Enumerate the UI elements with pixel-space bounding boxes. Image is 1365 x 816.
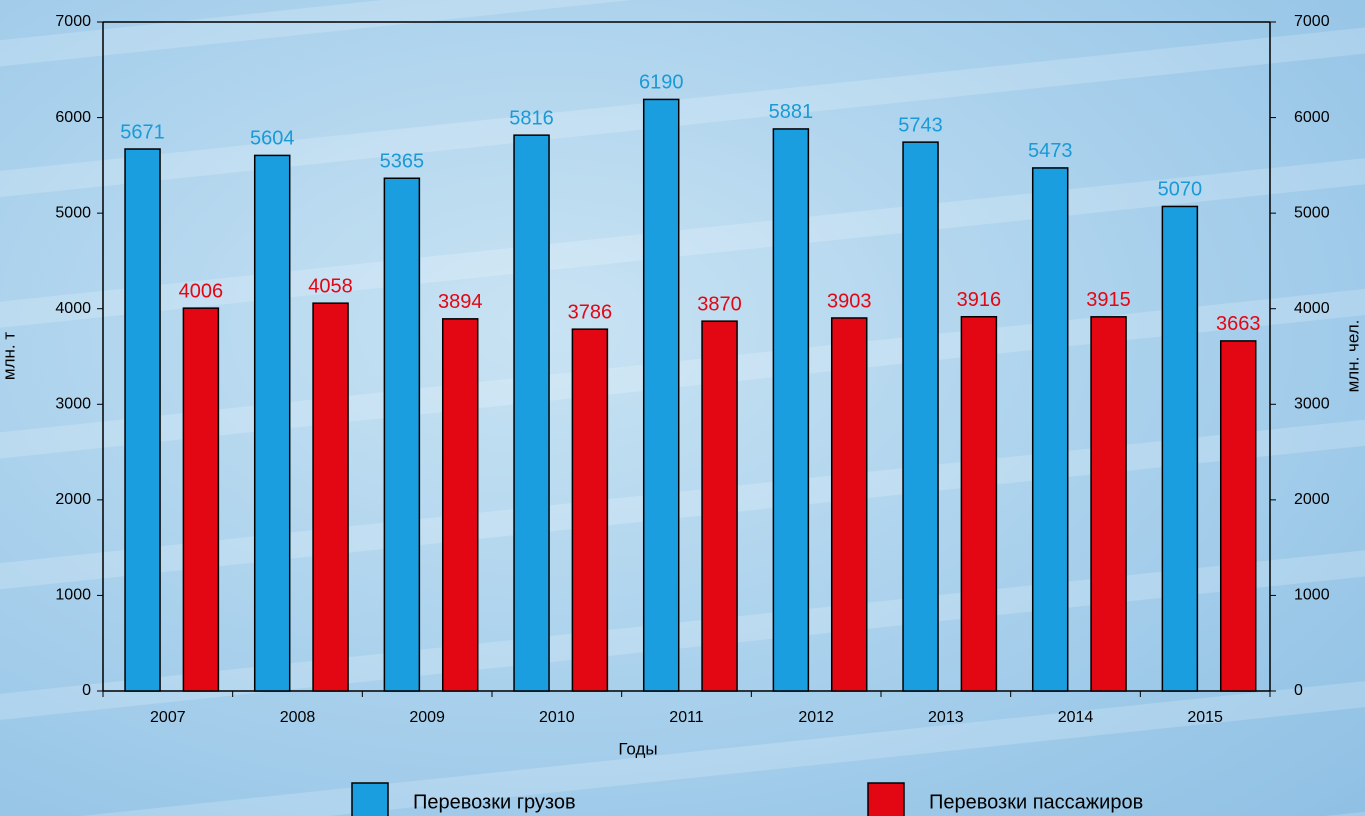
x-tick-label: 2012	[798, 709, 834, 726]
y-axis-title: млн. т	[0, 332, 18, 380]
x-tick-label: 2008	[280, 709, 316, 726]
x-tick-label: 2011	[669, 709, 704, 726]
y2-tick-label: 2000	[1294, 491, 1330, 508]
legend-label: Перевозки пассажиров	[929, 791, 1143, 813]
bar	[312, 302, 349, 692]
y-tick-label: 4000	[55, 300, 91, 317]
bar	[383, 177, 421, 692]
bar	[1090, 316, 1127, 692]
bar	[571, 328, 609, 692]
bar	[253, 154, 291, 692]
value-label: 3786	[568, 301, 613, 323]
value-label: 5671	[120, 121, 165, 143]
bar	[902, 141, 939, 692]
y-tick-label: 6000	[55, 109, 91, 126]
bar	[960, 315, 998, 692]
value-label: 3870	[697, 293, 742, 315]
y2-tick-label: 3000	[1294, 396, 1330, 413]
value-label: 3903	[827, 290, 872, 312]
value-label: 5743	[898, 114, 943, 136]
y2-tick-label: 5000	[1294, 204, 1330, 221]
x-tick-label: 2010	[539, 709, 575, 726]
bar	[441, 318, 479, 692]
x-tick-label: 2013	[928, 709, 964, 726]
legend-swatch	[867, 782, 905, 816]
bar	[182, 307, 220, 692]
value-label: 3915	[1086, 289, 1131, 311]
value-label: 3894	[438, 291, 483, 313]
value-label: 5881	[769, 101, 814, 123]
bar	[1219, 340, 1257, 692]
y2-tick-label: 6000	[1294, 109, 1330, 126]
value-label: 5604	[250, 128, 295, 150]
bar	[642, 98, 680, 692]
value-label: 3916	[957, 289, 1002, 311]
value-label: 6190	[639, 72, 684, 94]
y-tick-label: 0	[82, 682, 91, 699]
value-label: 4058	[308, 275, 353, 297]
value-label: 5070	[1158, 179, 1203, 201]
x-axis-title: Годы	[618, 739, 657, 758]
y-tick-label: 5000	[55, 204, 91, 221]
x-tick-label: 2009	[409, 709, 445, 726]
value-label: 5365	[380, 151, 425, 173]
y2-tick-label: 4000	[1294, 300, 1330, 317]
value-label: 4006	[179, 280, 224, 302]
value-label: 5816	[509, 107, 554, 129]
value-label: 5473	[1028, 140, 1073, 162]
y2-tick-label: 0	[1294, 682, 1303, 699]
bar	[1031, 167, 1069, 692]
y-tick-label: 7000	[55, 13, 91, 30]
value-label: 3663	[1216, 313, 1261, 335]
legend-label: Перевозки грузов	[413, 791, 576, 813]
y-tick-label: 3000	[55, 396, 91, 413]
bar	[701, 320, 738, 692]
y-tick-label: 2000	[55, 491, 91, 508]
bar	[124, 148, 161, 692]
bar	[772, 128, 810, 692]
x-tick-label: 2015	[1187, 709, 1223, 726]
legend-swatch	[351, 782, 389, 816]
bar	[1161, 205, 1199, 692]
x-tick-label: 2014	[1058, 709, 1094, 726]
y2-tick-label: 7000	[1294, 13, 1330, 30]
bar	[830, 317, 868, 692]
y2-tick-label: 1000	[1294, 587, 1330, 604]
bar	[513, 134, 550, 692]
y-tick-label: 1000	[55, 587, 91, 604]
y2-axis-title: млн. чел.	[1343, 320, 1362, 393]
x-tick-label: 2007	[150, 709, 186, 726]
